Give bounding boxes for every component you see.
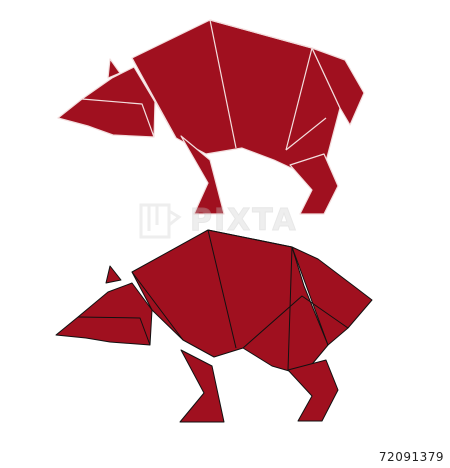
bottom-bear-fold-line <box>242 295 349 349</box>
top-bear-front-leg <box>180 135 225 215</box>
bottom-bear-fold-line <box>77 316 151 346</box>
top-bear-fold-line <box>209 19 313 151</box>
watermark-text: PIXTA <box>190 203 298 239</box>
top-bear-fold-line <box>209 19 237 149</box>
top-bear-fold-line <box>131 57 177 139</box>
top-origami-bear <box>57 19 365 215</box>
bottom-bear-fold-line <box>131 271 184 341</box>
top-bear-ear <box>107 58 121 79</box>
top-bear-hump <box>311 47 365 126</box>
bottom-origami-bear <box>55 229 373 423</box>
bottom-bear-fold-line <box>207 229 293 371</box>
top-bear-head <box>57 66 156 138</box>
bottom-bear-head <box>55 282 153 346</box>
top-bear-body-panel <box>131 19 341 174</box>
pixta-logo-icon <box>139 203 182 239</box>
bottom-bear-hump <box>291 246 373 346</box>
image-id-label: 72091379 <box>378 450 444 464</box>
top-bear-fold-line <box>81 98 155 138</box>
top-bear-fold-line <box>285 117 327 151</box>
bottom-bear-back-leg <box>287 359 339 422</box>
bottom-bear-front-leg <box>179 349 225 423</box>
top-bear-back-leg <box>289 153 339 215</box>
pixta-watermark: PIXTA <box>135 197 325 245</box>
bottom-bear-ear <box>105 265 122 284</box>
bottom-bear-fold-line <box>207 229 237 349</box>
